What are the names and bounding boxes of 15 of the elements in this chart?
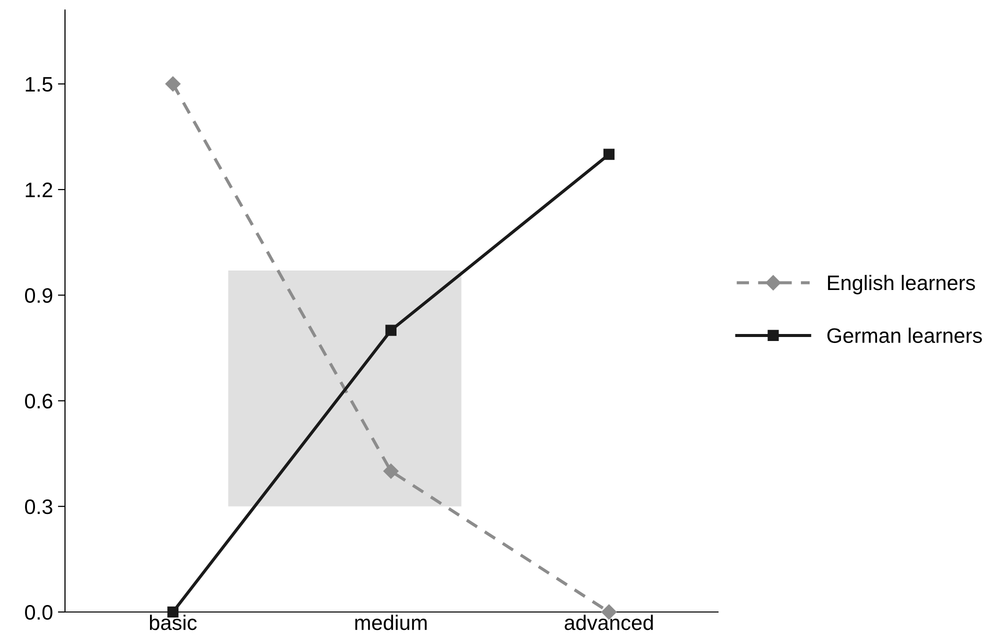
point [385, 324, 397, 336]
x-tick-label: basic [150, 614, 197, 630]
point [603, 148, 615, 160]
point [165, 76, 180, 92]
point [383, 464, 399, 479]
y-tick-label: 1.5 [26, 77, 52, 92]
y-tick-label: 0.6 [25, 394, 52, 409]
legend-label: German learners [827, 328, 982, 343]
legend-label: English learners [828, 274, 975, 294]
x-tick-label: advanced [564, 614, 653, 630]
x-tick-label: medium [355, 614, 427, 630]
y-tick-label: 0.9 [25, 288, 52, 303]
y-tick-label: 1.2 [26, 182, 52, 198]
y-tick-label: 0.0 [25, 605, 52, 620]
y-tick-label: 0.3 [25, 499, 52, 514]
